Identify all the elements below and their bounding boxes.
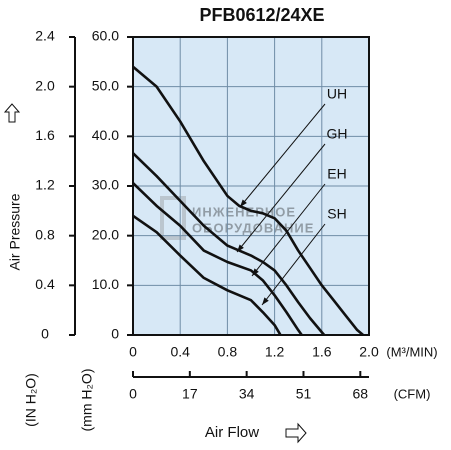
pointer-line	[251, 183, 326, 277]
y2-tick-label: 0	[41, 326, 49, 342]
y2-tick-label: 0.8	[35, 226, 55, 242]
x2-tick-label: 34	[239, 386, 255, 402]
pointer-head	[252, 268, 259, 276]
legend-label: UH	[327, 86, 347, 102]
x-tick-label: 1.2	[265, 344, 285, 360]
x2-tick-label: 51	[296, 386, 312, 402]
up-arrow-icon	[3, 103, 21, 123]
right-arrow-icon	[285, 422, 307, 444]
x-axis-label: Air Flow	[205, 424, 259, 441]
y2-tick-label: 2.0	[35, 77, 55, 93]
y-tick-label: 30.0	[92, 177, 119, 193]
y2-tick-label: 0.4	[35, 276, 55, 292]
x2-unit: (CFM)	[394, 386, 431, 401]
y2-tick-label: 1.6	[35, 127, 55, 143]
pointer-line	[236, 143, 326, 253]
y-tick-label: 0	[111, 326, 119, 342]
curve	[132, 65, 364, 336]
x-unit: (M³/MIN)	[386, 344, 437, 359]
x2-tick-label: 17	[182, 386, 198, 402]
x-tick-label: 0	[129, 344, 137, 360]
x-tick-label: 1.6	[312, 344, 332, 360]
x-tick-label: 0.4	[170, 344, 190, 360]
y-unit: (mm H₂O)	[79, 369, 95, 432]
x-tick-label: 0.8	[218, 344, 238, 360]
y-tick-label: 60.0	[92, 28, 119, 44]
x2-tick-label: 0	[129, 386, 137, 402]
pointer-line	[239, 103, 326, 208]
legend-label: EH	[327, 166, 346, 182]
chart-title: PFB0612/24XE	[199, 5, 324, 25]
plot-frame	[132, 36, 370, 336]
pointer-head	[237, 244, 244, 252]
x2-tick-label: 68	[353, 386, 369, 402]
y2-tick-label: 2.4	[35, 28, 55, 44]
y2-unit: (IN H₂O)	[23, 373, 39, 427]
y2-tick-label: 1.2	[35, 177, 55, 193]
y-axis-label: Air Pressure	[7, 193, 23, 270]
pointer-line	[261, 223, 326, 306]
y-tick-label: 50.0	[92, 77, 119, 93]
y-tick-label: 10.0	[92, 276, 119, 292]
pointer-head	[262, 297, 269, 305]
curve	[132, 214, 282, 336]
legend-label: GH	[327, 126, 348, 142]
curve	[132, 182, 303, 336]
curve	[132, 152, 326, 336]
x-tick-label: 2.0	[359, 344, 379, 360]
y-tick-label: 20.0	[92, 226, 119, 242]
legend-label: SH	[327, 206, 346, 222]
watermark-text: ОБОРУДОВАНИЕ	[192, 220, 314, 235]
watermark-logo	[160, 196, 186, 240]
pointer-head	[240, 199, 247, 207]
y-tick-label: 40.0	[92, 127, 119, 143]
